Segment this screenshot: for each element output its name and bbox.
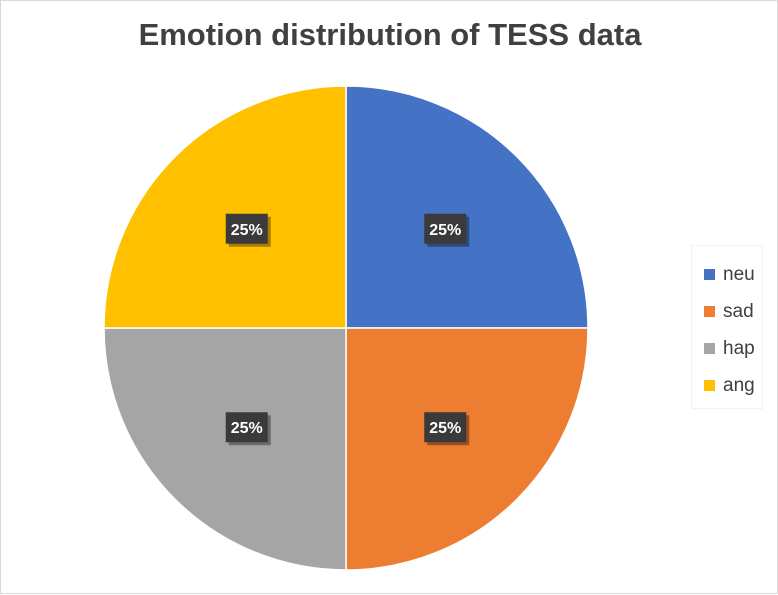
- pie-slice-sad: [345, 327, 589, 571]
- data-label-box: [225, 412, 268, 443]
- legend-label-hap: hap: [723, 337, 755, 359]
- legend-label-neu: neu: [723, 263, 755, 285]
- legend: neu sad hap ang: [691, 245, 763, 409]
- legend-swatch-ang: [704, 380, 715, 391]
- pie-slice-neu: [345, 85, 589, 329]
- data-label-box: [225, 213, 268, 244]
- data-label-box: [424, 213, 467, 244]
- pie-slice-hap: [103, 327, 347, 571]
- data-label-text: 25%: [429, 420, 461, 437]
- data-label-neu: 25%: [424, 213, 470, 247]
- data-label-text: 25%: [231, 420, 263, 437]
- legend-swatch-sad: [704, 306, 715, 317]
- data-label-text: 25%: [231, 222, 263, 239]
- legend-swatch-hap: [704, 343, 715, 354]
- legend-item-sad: sad: [692, 293, 762, 330]
- legend-item-hap: hap: [692, 330, 762, 367]
- legend-swatch-neu: [704, 269, 715, 280]
- data-label-hap: 25%: [225, 412, 271, 446]
- data-label-text: 25%: [429, 222, 461, 239]
- legend-label-sad: sad: [723, 300, 754, 322]
- legend-item-ang: ang: [692, 367, 762, 404]
- data-label-box: [424, 412, 467, 443]
- chart-title: Emotion distribution of TESS data: [138, 17, 642, 52]
- legend-item-neu: neu: [692, 256, 762, 293]
- legend-label-ang: ang: [723, 374, 755, 396]
- data-label-ang: 25%: [225, 213, 271, 247]
- pie-slice-ang: [103, 85, 347, 329]
- data-label-sad: 25%: [424, 412, 470, 446]
